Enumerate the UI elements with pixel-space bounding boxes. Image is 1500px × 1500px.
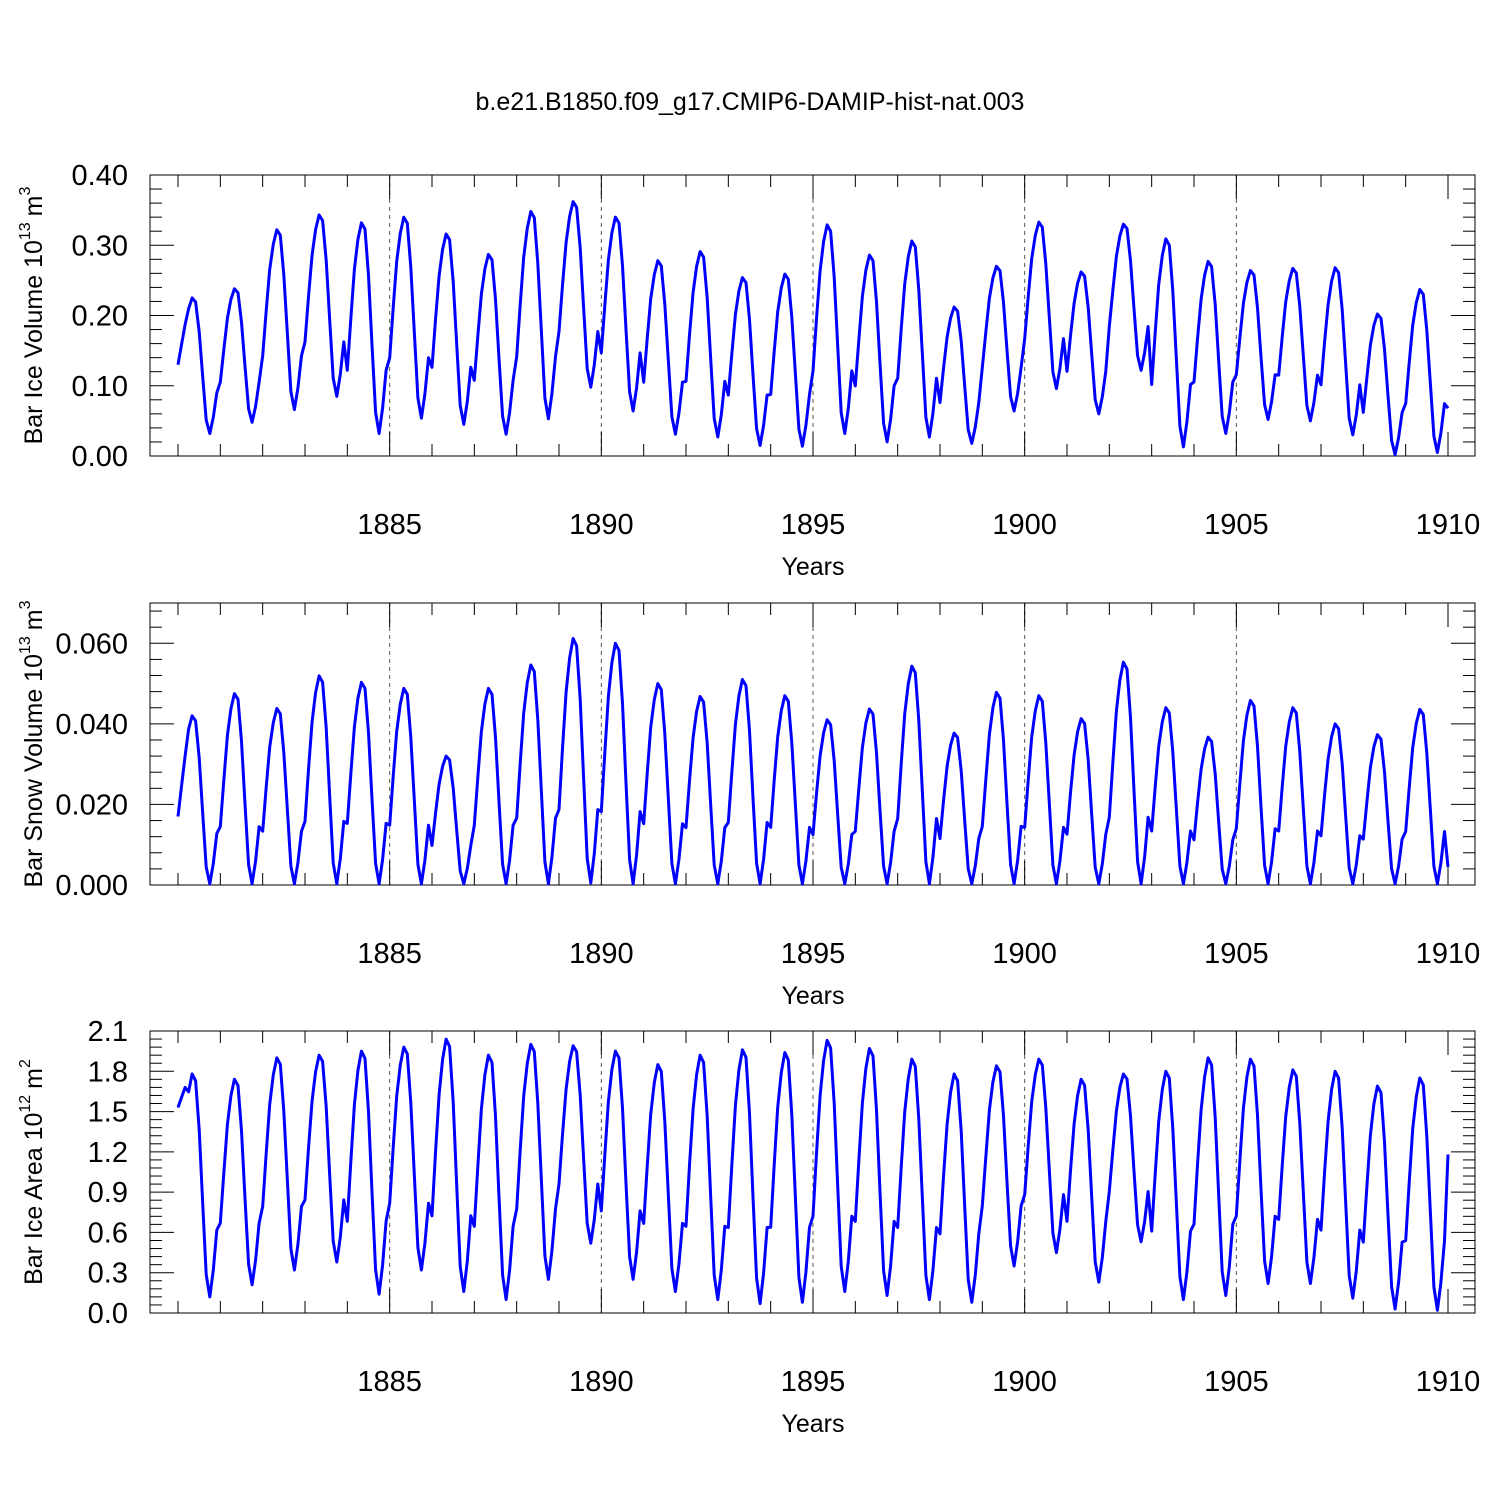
y-tick-label: 0.30 bbox=[72, 230, 128, 262]
x-tick-label: 1885 bbox=[357, 509, 422, 541]
x-tick-label: 1895 bbox=[781, 938, 846, 970]
x-tick-label: 1910 bbox=[1416, 509, 1481, 541]
x-tick-label: 1905 bbox=[1204, 509, 1269, 541]
y-tick-label: 0.060 bbox=[55, 628, 128, 660]
y-tick-label: 0.9 bbox=[88, 1177, 128, 1209]
y-tick-label: 1.2 bbox=[88, 1137, 128, 1169]
series-line-ice-area bbox=[176, 1037, 1450, 1312]
x-tick-label: 1895 bbox=[781, 1366, 846, 1398]
x-tick-label: 1900 bbox=[992, 938, 1057, 970]
y-tick-label: 0.040 bbox=[55, 709, 128, 741]
x-tick-label: 1890 bbox=[569, 938, 634, 970]
x-tick-label: 1885 bbox=[357, 938, 422, 970]
y-tick-label: 1.8 bbox=[88, 1056, 128, 1088]
series-line-ice-volume bbox=[176, 200, 1450, 457]
y-tick-label: 0.3 bbox=[88, 1258, 128, 1290]
x-axis-label: Years bbox=[781, 1410, 844, 1438]
y-tick-label: 0.00 bbox=[72, 441, 128, 473]
x-tick-label: 1900 bbox=[992, 1366, 1057, 1398]
x-tick-label: 1890 bbox=[569, 509, 634, 541]
x-tick-label: 1905 bbox=[1204, 938, 1269, 970]
y-tick-label: 2.1 bbox=[88, 1016, 128, 1048]
x-tick-label: 1910 bbox=[1416, 938, 1481, 970]
x-tick-label: 1910 bbox=[1416, 1366, 1481, 1398]
x-tick-label: 1900 bbox=[992, 509, 1057, 541]
y-tick-label: 0.40 bbox=[72, 160, 128, 192]
x-tick-label: 1895 bbox=[781, 509, 846, 541]
y-axis-label: Bar Ice Volume 1013m3 bbox=[17, 186, 48, 444]
panel-ice-volume: 0.00 0.10 0.20 0.30 0.40 1885 1890 1895 1900 1905… bbox=[17, 160, 1480, 581]
y-axis-label: Bar Ice Area 1012m2 bbox=[17, 1059, 48, 1285]
y-tick-label: 0.20 bbox=[72, 301, 128, 333]
y-tick-label: 0.020 bbox=[55, 789, 128, 821]
x-axis-label: Years bbox=[781, 982, 844, 1010]
panel-snow-volume: 0.000 0.020 0.040 0.060 1885 1890 1895 1900 1905… bbox=[17, 600, 1480, 1010]
y-tick-label: 0.0 bbox=[88, 1298, 128, 1330]
x-axis-label: Years bbox=[781, 553, 844, 581]
x-tick-label: 1885 bbox=[357, 1366, 422, 1398]
y-tick-label: 1.5 bbox=[88, 1097, 128, 1129]
chart-title: b.e21.B1850.f09_g17.CMIP6-DAMIP-hist-nat… bbox=[476, 88, 1025, 116]
x-tick-label: 1905 bbox=[1204, 1366, 1269, 1398]
series-line-snow-volume bbox=[176, 637, 1450, 886]
y-axis-label: Bar Snow Volume 1013m3 bbox=[17, 600, 48, 887]
y-tick-label: 0.10 bbox=[72, 371, 128, 403]
x-tick-label: 1890 bbox=[569, 1366, 634, 1398]
panel-ice-area: 0.0 0.3 0.6 0.9 1.2 1.5 1.8 2.1 1885 1890 1895 1900… bbox=[17, 1016, 1480, 1438]
y-tick-label: 0.000 bbox=[55, 870, 128, 902]
y-tick-label: 0.6 bbox=[88, 1217, 128, 1249]
